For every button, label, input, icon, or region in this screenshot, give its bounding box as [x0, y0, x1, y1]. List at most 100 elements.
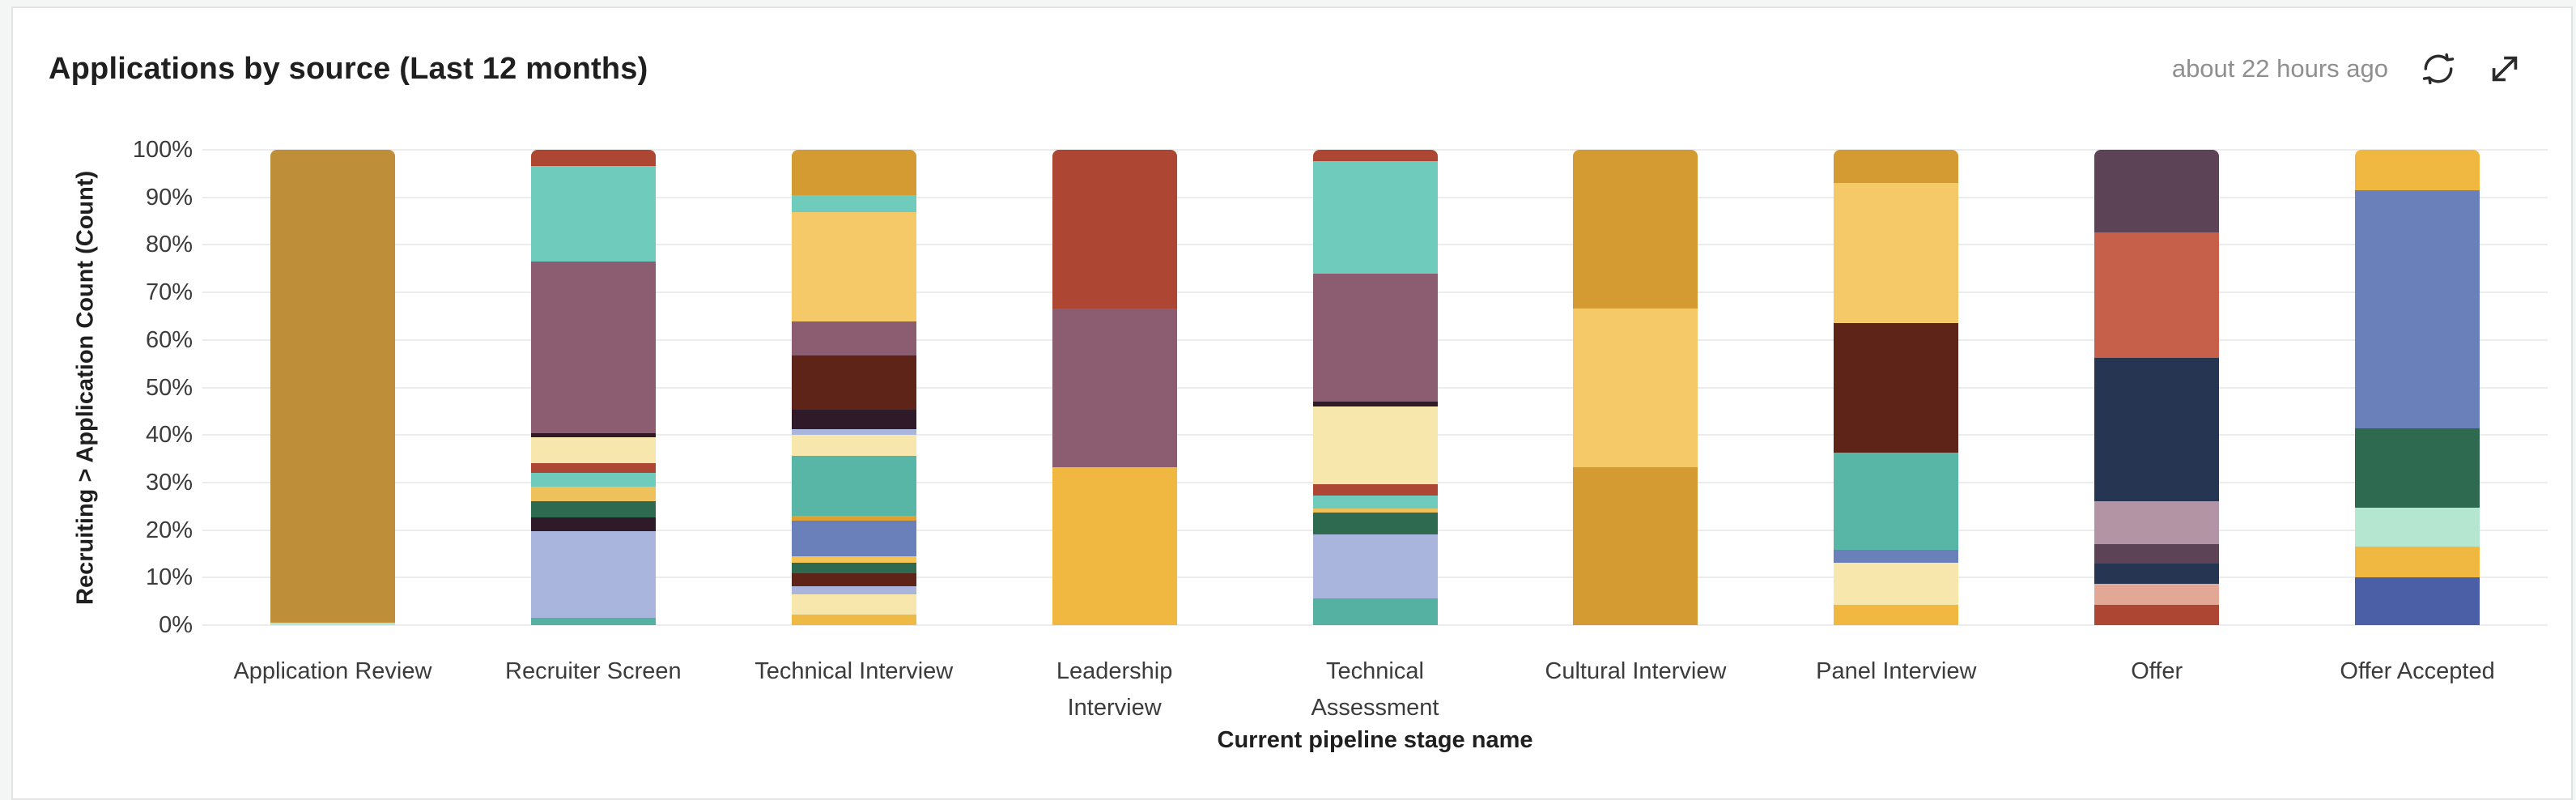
bar-segment[interactable]	[1834, 563, 1959, 605]
bar-segment[interactable]	[1834, 183, 1959, 323]
bar-segment[interactable]	[791, 515, 916, 521]
bar-segment[interactable]	[791, 586, 916, 594]
stacked-bar[interactable]	[270, 150, 395, 625]
stacked-bar[interactable]	[1834, 150, 1959, 625]
bar-segment[interactable]	[791, 434, 916, 456]
bar-segment[interactable]	[2094, 563, 2220, 585]
bar-segment[interactable]	[1312, 406, 1438, 485]
y-tick-label: 70%	[145, 279, 193, 306]
stacked-bar[interactable]	[1312, 150, 1438, 625]
bar-segment[interactable]	[270, 623, 395, 625]
bar-segment[interactable]	[1312, 150, 1438, 162]
bar-segment[interactable]	[791, 150, 916, 195]
bar-segment[interactable]	[1312, 274, 1438, 402]
bar-segment[interactable]	[530, 436, 656, 463]
plot-area	[202, 149, 2548, 626]
bar-segment[interactable]	[791, 194, 916, 213]
x-tick-label: Recruiter Screen	[505, 658, 682, 684]
header-actions: about 22 hours ago	[2172, 48, 2526, 90]
bar-segment[interactable]	[2094, 232, 2220, 358]
refresh-button[interactable]	[2417, 48, 2459, 90]
y-tick-label: 60%	[145, 326, 193, 353]
bar-segment[interactable]	[2094, 584, 2220, 606]
bar-segment[interactable]	[791, 212, 916, 322]
bar-segment[interactable]	[2094, 605, 2220, 625]
x-tick-label: Application Review	[233, 658, 432, 684]
bar-segment[interactable]	[530, 517, 656, 532]
expand-button[interactable]	[2484, 48, 2526, 90]
bar-segment[interactable]	[270, 150, 395, 623]
bar-segment[interactable]	[1052, 309, 1177, 467]
bar-segment[interactable]	[2355, 577, 2480, 625]
y-tick-label: 30%	[145, 469, 193, 496]
bar-slot	[2026, 150, 2287, 625]
y-axis-ticks: 100% 90% 80% 70% 60% 50% 40% 30% 20% 10% 0%	[13, 137, 193, 638]
bar-segment[interactable]	[530, 433, 656, 437]
bar-segment[interactable]	[1834, 604, 1959, 625]
bar-segment[interactable]	[2355, 150, 2480, 190]
stacked-bar[interactable]	[2094, 150, 2220, 625]
bar-segment[interactable]	[791, 455, 916, 516]
bar-slot	[2287, 150, 2548, 625]
bar-segment[interactable]	[791, 555, 916, 563]
bar-segment[interactable]	[1312, 512, 1438, 534]
y-tick-label: 10%	[145, 564, 193, 591]
bar-segment[interactable]	[1052, 150, 1177, 309]
x-tick-label: Leadership Interview	[1056, 658, 1173, 721]
x-tick-label: Technical Assessment	[1311, 658, 1439, 721]
bar-segment[interactable]	[791, 594, 916, 615]
bar-segment[interactable]	[2094, 357, 2220, 502]
bar-segment[interactable]	[1312, 402, 1438, 406]
stacked-bar[interactable]	[1052, 150, 1177, 625]
bar-segment[interactable]	[2094, 150, 2220, 233]
bar-segment[interactable]	[530, 261, 656, 434]
stacked-bar[interactable]	[1573, 150, 1698, 625]
bar-segment[interactable]	[530, 472, 656, 487]
bar-segment[interactable]	[1312, 484, 1438, 496]
x-axis-tick-labels: Application Review Recruiter Screen Techni…	[202, 653, 2548, 726]
bar-slot	[984, 150, 1245, 625]
bar-segment[interactable]	[530, 618, 656, 625]
bar-segment[interactable]	[530, 500, 656, 517]
bar-segment[interactable]	[1834, 322, 1959, 453]
bar-segment[interactable]	[791, 321, 916, 355]
bar-segment[interactable]	[530, 487, 656, 501]
bar-segment[interactable]	[1834, 452, 1959, 551]
stacked-bars	[202, 150, 2548, 625]
bar-segment[interactable]	[2355, 507, 2480, 547]
bar-segment[interactable]	[1573, 150, 1698, 309]
bar-segment[interactable]	[1834, 550, 1959, 564]
x-tick-label: Technical Interview	[755, 658, 954, 684]
bar-segment[interactable]	[791, 520, 916, 556]
bar-segment[interactable]	[791, 562, 916, 574]
bar-segment[interactable]	[1573, 309, 1698, 467]
bar-segment[interactable]	[530, 150, 656, 166]
bar-segment[interactable]	[1312, 496, 1438, 509]
bar-segment[interactable]	[2355, 428, 2480, 508]
bar-slot	[1245, 150, 1506, 625]
bar-segment[interactable]	[2355, 189, 2480, 428]
bar-segment[interactable]	[1573, 466, 1698, 625]
bar-segment[interactable]	[791, 410, 916, 429]
bar-segment[interactable]	[1312, 509, 1438, 513]
bar-segment[interactable]	[530, 165, 656, 262]
bar-segment[interactable]	[2094, 543, 2220, 564]
bar-segment[interactable]	[791, 428, 916, 435]
x-axis-title: Current pipeline stage name	[1217, 727, 1533, 753]
bar-segment[interactable]	[1312, 161, 1438, 274]
bar-segment[interactable]	[791, 573, 916, 587]
bar-segment[interactable]	[530, 462, 656, 473]
bar-segment[interactable]	[1312, 598, 1438, 625]
stacked-bar[interactable]	[791, 150, 916, 625]
stacked-bar[interactable]	[2355, 150, 2480, 625]
bar-segment[interactable]	[791, 614, 916, 625]
bar-segment[interactable]	[1834, 150, 1959, 184]
bar-segment[interactable]	[1052, 466, 1177, 625]
bar-slot	[724, 150, 984, 625]
stacked-bar[interactable]	[530, 150, 656, 625]
bar-segment[interactable]	[530, 531, 656, 619]
bar-segment[interactable]	[2355, 547, 2480, 577]
bar-segment[interactable]	[2094, 501, 2220, 544]
bar-segment[interactable]	[791, 355, 916, 411]
bar-segment[interactable]	[1312, 534, 1438, 599]
